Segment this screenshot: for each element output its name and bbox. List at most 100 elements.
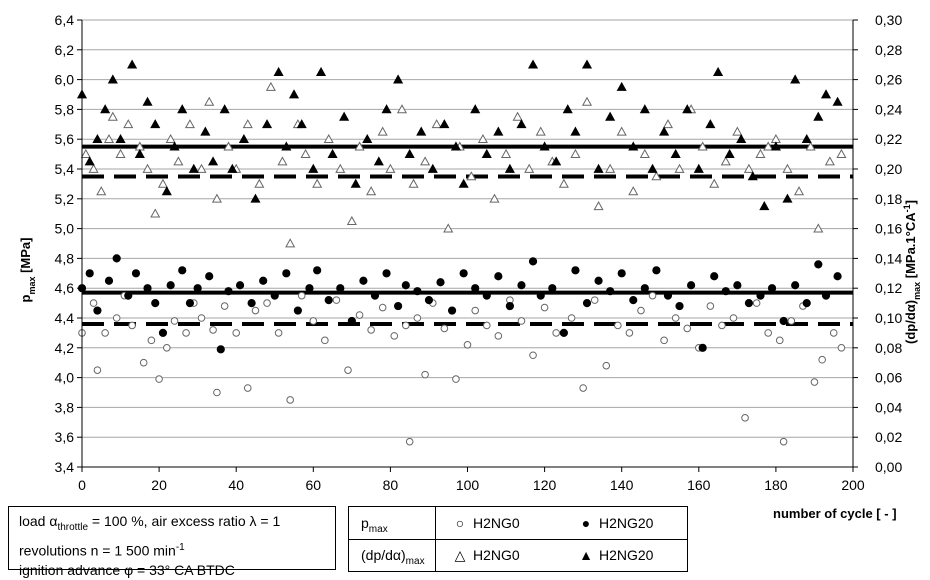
- point-triangle-open: [732, 126, 743, 136]
- point-triangle-filled: [736, 133, 747, 144]
- point-triangle-open: [366, 186, 377, 196]
- point-triangle-open: [165, 133, 176, 144]
- gridlines: [82, 19, 853, 438]
- point-circle-open: [213, 388, 221, 397]
- point-circle-filled: [131, 269, 141, 278]
- point-triangle-open: [80, 148, 91, 158]
- point-circle-open: [775, 336, 784, 345]
- point-triangle-filled: [134, 148, 145, 158]
- legend-var-dpda: (dp/dα)max: [361, 547, 425, 567]
- y-tick-label-left: 4,8: [55, 250, 75, 266]
- point-triangle-filled: [682, 104, 693, 114]
- point-triangle-open: [103, 133, 115, 144]
- point-circle-open: [718, 321, 726, 330]
- point-circle-filled: [224, 287, 233, 296]
- point-triangle-open: [265, 81, 276, 91]
- y-tick-label-right: 0,20: [875, 161, 902, 177]
- point-circle-open: [421, 370, 429, 379]
- y-tick-label-right: 0,28: [875, 42, 902, 58]
- point-triangle-open: [477, 133, 488, 144]
- point-triangle-filled: [562, 104, 573, 114]
- point-circle-open: [251, 306, 260, 315]
- point-circle-filled: [606, 287, 615, 296]
- point-triangle-filled: [92, 133, 103, 144]
- point-circle-filled: [559, 328, 568, 337]
- point-circle-filled: [336, 284, 345, 293]
- point-triangle-open: [204, 96, 215, 106]
- point-circle-filled: [282, 269, 291, 278]
- point-circle-open: [170, 317, 179, 325]
- point-circle-open: [540, 303, 549, 312]
- point-triangle-filled: [208, 156, 219, 166]
- point-circle-open: [220, 302, 229, 310]
- point-triangle-filled: [593, 163, 604, 173]
- point-circle-filled: [235, 281, 245, 290]
- point-triangle-open: [558, 178, 569, 188]
- point-circle-open: [139, 358, 148, 367]
- point-triangle-open: [805, 141, 816, 151]
- point-circle-open: [779, 437, 788, 446]
- point-triangle-open: [593, 201, 604, 211]
- point-circle-filled: [756, 291, 765, 300]
- y-tick-label-right: 0,24: [875, 101, 902, 117]
- point-circle-filled: [791, 281, 800, 290]
- y-tick-label-right: 0,14: [875, 250, 902, 266]
- y-tick-label-left: 5,0: [55, 221, 75, 237]
- point-circle-filled: [85, 269, 94, 278]
- y-tick-label-left: 5,6: [55, 131, 75, 147]
- point-triangle-filled: [261, 119, 273, 129]
- point-circle-filled: [528, 257, 538, 266]
- point-circle-filled: [536, 291, 545, 300]
- point-triangle-open: [346, 215, 357, 226]
- point-triangle-filled: [470, 104, 481, 114]
- y-tick-label-right: 0,12: [875, 280, 902, 296]
- point-circle-filled: [582, 299, 592, 308]
- point-triangle-filled: [327, 148, 338, 158]
- x-tick-label: 120: [533, 477, 557, 493]
- point-triangle-open: [709, 178, 720, 188]
- y-tick-label-left: 4,2: [55, 340, 75, 356]
- point-circle-filled: [505, 301, 515, 311]
- y-tick-label-right: 0,08: [875, 340, 902, 356]
- point-triangle-filled: [200, 126, 211, 136]
- y-tick-label-right: 0,02: [875, 429, 902, 445]
- point-triangle-filled: [416, 126, 427, 136]
- point-circle-filled: [185, 299, 195, 308]
- y-tick-label-right: 0,18: [875, 191, 902, 207]
- point-triangle-open: [420, 156, 431, 166]
- point-circle-open: [517, 317, 526, 325]
- point-triangle-open: [662, 119, 674, 129]
- point-circle-filled: [313, 266, 322, 275]
- y-tick-label-right: 0,04: [875, 399, 902, 415]
- point-circle-open: [810, 378, 819, 386]
- point-triangle-filled: [273, 66, 284, 77]
- point-triangle-filled: [724, 148, 735, 158]
- point-circle-filled: [698, 343, 707, 352]
- point-circle-open: [93, 366, 102, 374]
- point-circle-open: [232, 329, 240, 337]
- point-triangle-open: [535, 126, 546, 136]
- point-triangle-filled: [188, 163, 199, 173]
- axes: [77, 19, 858, 472]
- point-triangle-filled: [362, 133, 373, 144]
- y-tick-label-right: 0,22: [875, 131, 902, 147]
- point-circle-filled: [779, 316, 788, 326]
- point-triangle-open: [763, 141, 774, 151]
- x-axis-label: number of cycle [ - ]: [773, 506, 897, 521]
- point-triangle-filled: [705, 119, 716, 129]
- point-circle-filled: [382, 269, 391, 278]
- point-circle-filled: [413, 287, 422, 296]
- triangle-filled-icon: ▲: [579, 547, 593, 563]
- point-circle-filled: [370, 291, 380, 300]
- point-triangle-open: [184, 119, 195, 129]
- y-tick-label-right: 0,00: [875, 459, 902, 475]
- point-circle-open: [752, 299, 761, 307]
- point-circle-filled: [686, 281, 696, 290]
- triangle-open-icon: △: [454, 547, 466, 563]
- point-triangle-open: [123, 119, 134, 129]
- y-tick-label-right: 0,06: [875, 370, 902, 386]
- y-tick-label-left: 3,8: [55, 399, 75, 415]
- legend-row-pmax: pmax ○ H2NG0 ● H2NG20: [349, 507, 687, 540]
- y-axis-right-label: (dp/dα)max [MPa.1°CA-1]: [902, 200, 922, 344]
- point-circle-open: [390, 332, 399, 340]
